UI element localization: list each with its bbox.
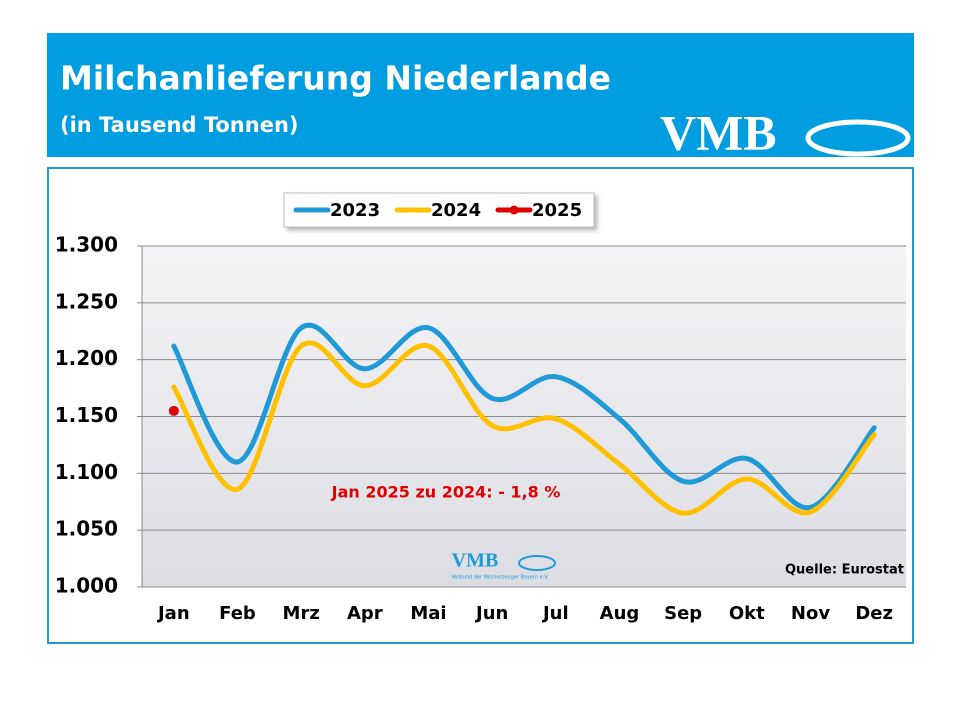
logo: VMB	[660, 104, 777, 160]
legend-label: 2025	[532, 200, 582, 221]
watermark: VMB	[452, 550, 499, 572]
x-tick-label: Feb	[219, 603, 256, 624]
x-tick-label: Jan	[156, 603, 190, 624]
legend-label: 2024	[431, 200, 481, 221]
y-tick-label: 1.250	[55, 289, 118, 313]
data-point	[168, 405, 179, 416]
x-tick-label: Okt	[729, 603, 765, 624]
x-tick-label: Sep	[664, 603, 702, 624]
x-tick-label: Mrz	[283, 603, 320, 624]
x-tick-label: Jul	[541, 603, 569, 624]
x-tick-label: Nov	[791, 603, 830, 624]
subtitle: (in Tausend Tonnen)	[60, 113, 299, 137]
watermark-swoosh	[518, 555, 556, 571]
y-tick-label: 1.100	[55, 460, 118, 484]
y-tick-label: 1.000	[55, 574, 118, 598]
y-tick-label: 1.300	[55, 233, 118, 257]
series-line	[171, 340, 877, 516]
title: Milchanlieferung Niederlande	[60, 59, 611, 98]
watermark-caption: Verbund der Milcherzeuger Bayern e.V.	[451, 575, 549, 581]
x-tick-label: Aug	[600, 603, 640, 624]
source: Quelle: Eurostat	[785, 563, 904, 578]
x-tick-label: Dez	[855, 603, 893, 624]
legend-box	[283, 192, 595, 228]
x-tick-label: Apr	[347, 603, 383, 624]
y-tick-label: 1.200	[55, 346, 118, 370]
x-tick-label: Mai	[410, 603, 446, 624]
y-tick-label: 1.150	[55, 403, 118, 427]
legend-label: 2023	[330, 200, 380, 221]
x-tick-label: Jun	[474, 603, 508, 624]
legend-dot	[509, 205, 519, 215]
annotation: Jan 2025 zu 2024: - 1,8 %	[331, 483, 561, 502]
logo-swoosh	[805, 119, 911, 157]
header-bar	[47, 33, 914, 157]
series-line	[171, 322, 877, 510]
y-tick-label: 1.050	[55, 517, 118, 541]
chart: 1.000 1.050 1.100 1.150 1.200 1.250 1.300 Jan Fe…	[55, 192, 906, 624]
